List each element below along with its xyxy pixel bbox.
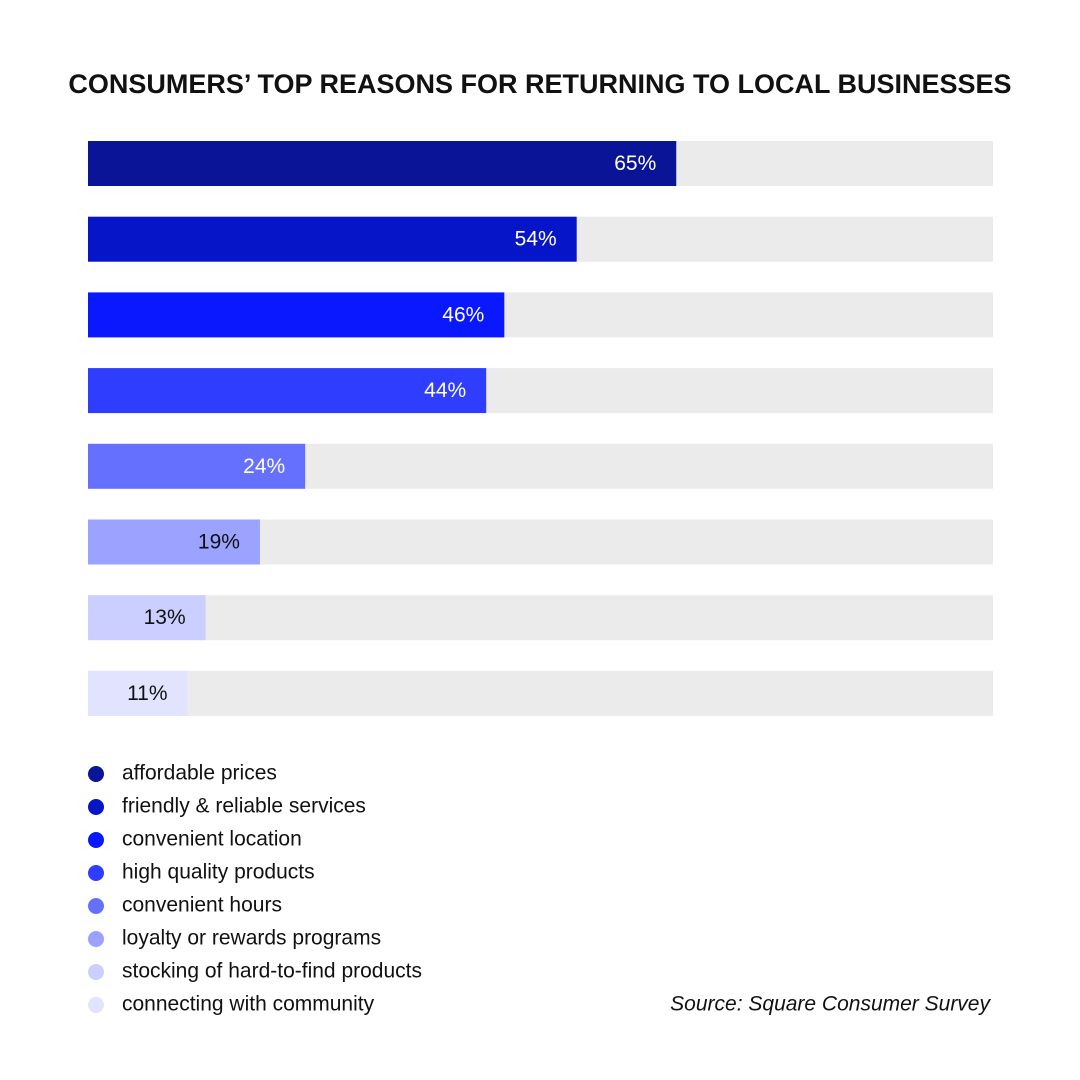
- legend-label: stocking of hard-to-find products: [122, 960, 422, 983]
- bar: [88, 519, 260, 565]
- legend-label: loyalty or rewards programs: [122, 927, 381, 950]
- legend-swatch: [88, 964, 104, 980]
- legend-label: high quality products: [122, 861, 315, 884]
- chart-title: CONSUMERS’ TOP REASONS FOR RETURNING TO …: [68, 69, 1011, 99]
- legend-swatch: [88, 931, 104, 947]
- value-label: 65%: [614, 152, 656, 175]
- bar: [88, 141, 677, 186]
- legend-swatch: [88, 799, 104, 815]
- value-label: 54%: [515, 228, 557, 251]
- bar: [88, 670, 188, 716]
- legend-swatch: [88, 832, 104, 848]
- source-note: Source: Square Consumer Survey: [670, 993, 991, 1016]
- legend-swatch: [88, 898, 104, 914]
- value-label: 24%: [243, 455, 285, 478]
- legend-label: friendly & reliable services: [122, 795, 366, 818]
- legend-label: affordable prices: [122, 762, 277, 785]
- bar-track: [88, 670, 993, 716]
- legend-swatch: [88, 997, 104, 1013]
- bar: [88, 595, 206, 641]
- legend-swatch: [88, 865, 104, 881]
- bar: [88, 292, 505, 338]
- legend-swatch: [88, 766, 104, 782]
- legend-label: convenient hours: [122, 894, 282, 917]
- bar-track: [88, 595, 993, 641]
- bar: [88, 443, 306, 489]
- value-label: 19%: [198, 531, 240, 554]
- value-label: 11%: [127, 682, 167, 705]
- value-label: 13%: [144, 606, 186, 629]
- legend-label: connecting with community: [122, 993, 375, 1016]
- value-label: 46%: [442, 303, 484, 326]
- value-label: 44%: [424, 379, 466, 402]
- legend-label: convenient location: [122, 828, 302, 851]
- bar: [88, 368, 487, 414]
- bar: [88, 216, 577, 262]
